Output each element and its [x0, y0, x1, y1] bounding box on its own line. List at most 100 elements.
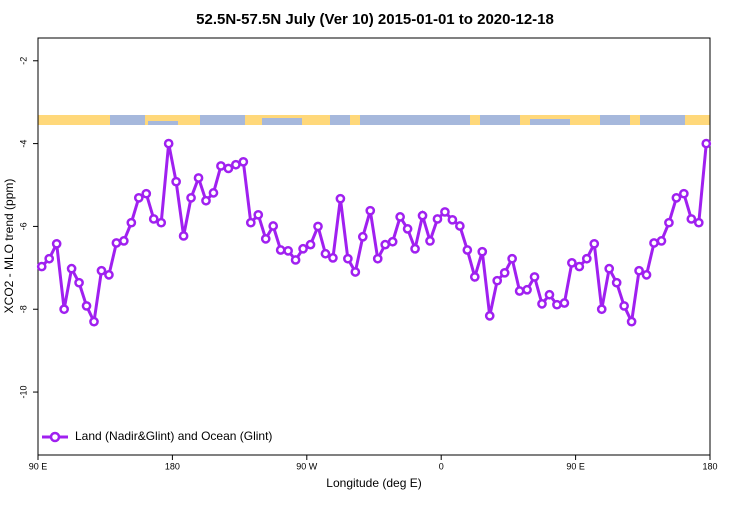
- data-point: [492, 275, 503, 286]
- data-point: [440, 207, 450, 217]
- data-point: [447, 214, 458, 225]
- data-point: [335, 193, 346, 204]
- data-point: [372, 253, 383, 264]
- data-point: [425, 236, 435, 246]
- data-point: [507, 253, 517, 264]
- data-point: [499, 267, 510, 278]
- x-tick-label: 180: [165, 461, 180, 471]
- data-point: [59, 304, 69, 315]
- data-point: [350, 267, 361, 277]
- data-point: [686, 214, 697, 224]
- data-point: [268, 221, 279, 231]
- data-point: [514, 286, 525, 296]
- data-point: [201, 195, 211, 206]
- data-point: [36, 261, 47, 272]
- data-point: [104, 270, 114, 280]
- data-point: [141, 188, 152, 199]
- data-point: [432, 214, 443, 224]
- data-point: [156, 217, 167, 228]
- series-line: [40, 143, 708, 327]
- data-point: [245, 217, 256, 228]
- data-point: [484, 311, 495, 321]
- data-point: [634, 265, 644, 276]
- data-point: [604, 263, 615, 274]
- data-point: [44, 253, 55, 264]
- data-point: [641, 270, 652, 280]
- legend-label: Land (Nadir&Glint) and Ocean (Glint): [75, 429, 272, 443]
- x-tick-label: 90 W: [296, 461, 318, 471]
- legend: Land (Nadir&Glint) and Ocean (Glint): [42, 429, 272, 443]
- data-point: [178, 231, 189, 241]
- data-point: [619, 301, 629, 311]
- data-point: [81, 301, 92, 311]
- data-point: [701, 138, 712, 149]
- data-point: [552, 299, 562, 310]
- data-point: [328, 253, 338, 263]
- x-tick-label: 180: [702, 461, 717, 471]
- data-point: [216, 161, 226, 171]
- plot-frame: [37, 37, 711, 456]
- data-point: [671, 192, 682, 203]
- data-point: [283, 245, 293, 256]
- y-tick-label: -10: [18, 386, 28, 399]
- data-point: [544, 289, 555, 300]
- data-point: [455, 221, 465, 231]
- data-point: [559, 298, 570, 308]
- data-point: [462, 245, 473, 255]
- data-point: [66, 263, 77, 274]
- data-point: [417, 210, 428, 221]
- data-point: [320, 248, 331, 259]
- data-point: [469, 272, 480, 282]
- data-point: [231, 159, 241, 170]
- data-point: [664, 217, 674, 228]
- y-tick-label: -8: [18, 305, 28, 313]
- data-point: [111, 238, 122, 248]
- data-point: [260, 233, 271, 244]
- data-point: [89, 316, 99, 327]
- data-point: [649, 238, 659, 248]
- data-point: [253, 209, 264, 220]
- data-point: [163, 138, 174, 149]
- data-point: [193, 173, 204, 183]
- data-point: [186, 192, 196, 203]
- x-tick-label: 0: [439, 461, 444, 471]
- data-point: [679, 188, 689, 199]
- data-point: [365, 205, 376, 216]
- data-point: [148, 214, 159, 224]
- data-point: [387, 236, 398, 247]
- data-point: [596, 304, 607, 315]
- data-point: [589, 238, 600, 249]
- data-point: [537, 299, 547, 309]
- data-point: [410, 243, 420, 254]
- y-tick-label: -2: [18, 57, 28, 65]
- data-point: [522, 284, 532, 295]
- data-point: [305, 239, 316, 250]
- y-axis-label: XCO2 - MLO trend (ppm): [2, 179, 16, 314]
- chart-title: 52.5N-57.5N July (Ver 10) 2015-01-01 to …: [196, 11, 554, 28]
- data-point: [290, 255, 301, 265]
- data-point: [223, 163, 234, 174]
- data-point: [171, 176, 181, 187]
- x-tick-label: 90 E: [29, 461, 48, 471]
- y-tick-label: -6: [18, 222, 28, 230]
- data-point: [477, 246, 488, 257]
- data-point: [574, 261, 585, 272]
- data-point: [343, 253, 353, 264]
- data-point: [380, 239, 391, 250]
- data-point: [96, 265, 107, 276]
- y-tick-label: -4: [18, 140, 28, 148]
- x-tick-label: 90 E: [566, 461, 585, 471]
- data-point: [238, 156, 249, 167]
- data-point: [313, 221, 323, 232]
- data-point: [357, 231, 368, 242]
- data-point: [529, 272, 540, 282]
- x-axis-label: Longitude (deg E): [326, 476, 421, 490]
- data-point: [395, 212, 405, 222]
- data-point: [402, 224, 413, 234]
- data-point: [119, 236, 129, 246]
- land-ocean-band: [38, 115, 710, 125]
- data-point: [611, 277, 622, 288]
- data-point: [51, 238, 62, 249]
- data-point: [208, 188, 219, 198]
- data-point: [275, 245, 286, 255]
